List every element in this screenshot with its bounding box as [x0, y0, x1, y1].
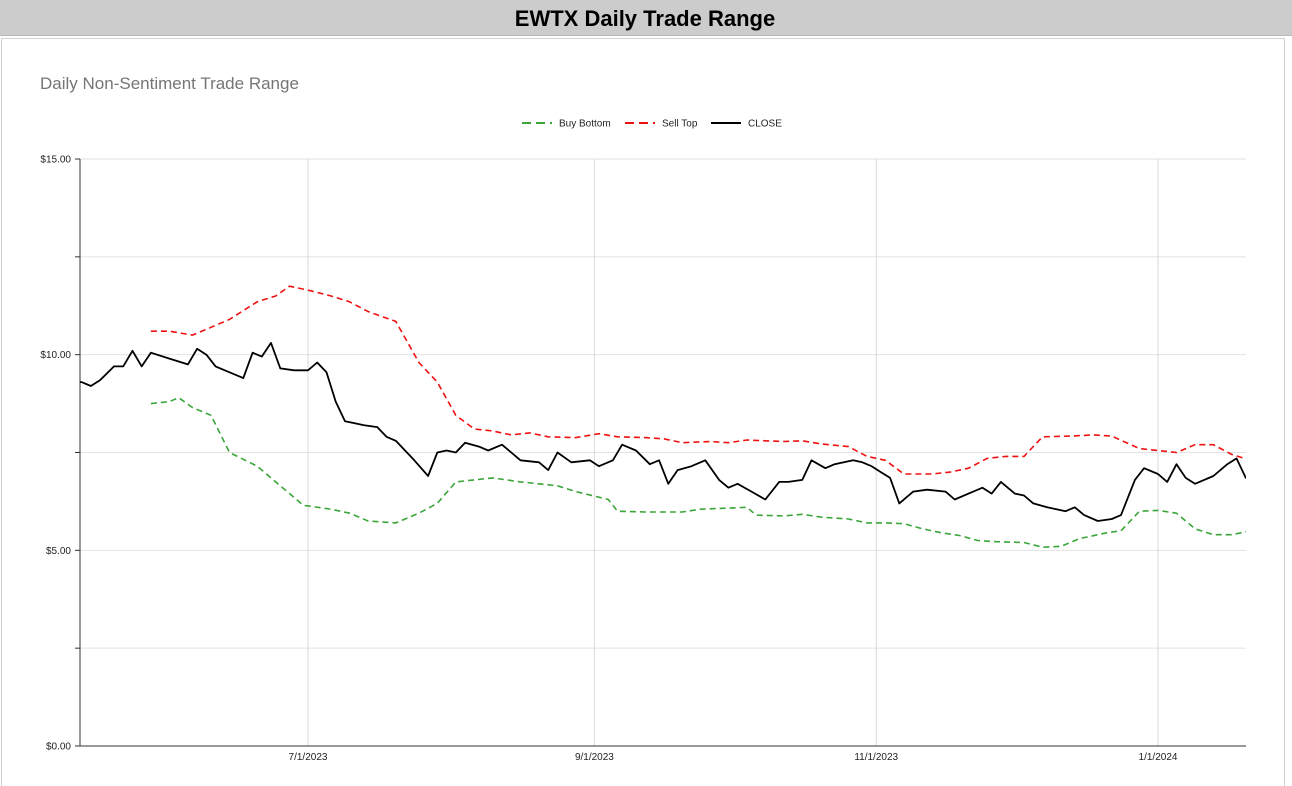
- x-tick-label: 11/1/2023: [854, 752, 898, 763]
- y-tick-label: $5.00: [46, 546, 71, 557]
- series-line-sell-top: [150, 285, 1246, 475]
- title-bar: EWTX Daily Trade Range: [0, 0, 1292, 36]
- series-line-close: [80, 342, 1246, 522]
- chart-panel: [1, 38, 1285, 786]
- legend-label: Sell Top: [662, 119, 698, 130]
- chart-title: Daily Non-Sentiment Trade Range: [40, 74, 299, 93]
- legend-label: Buy Bottom: [559, 119, 611, 130]
- x-tick-label: 7/1/2023: [289, 752, 328, 763]
- series-lines: [80, 285, 1246, 548]
- page-title: EWTX Daily Trade Range: [514, 6, 776, 31]
- x-tick-label: 1/1/2024: [1139, 752, 1178, 763]
- y-tick-label: $15.00: [40, 155, 71, 166]
- y-tick-label: $10.00: [40, 350, 71, 361]
- axes: $0.00 $5.00 $10.00 $15.00 7/1/2023 9/1/2023 11…: [40, 155, 1246, 763]
- legend: Buy Bottom Sell Top CLOSE: [522, 119, 782, 130]
- series-line-buy-bottom: [150, 396, 1246, 548]
- x-tick-label: 9/1/2023: [575, 752, 614, 763]
- legend-label: CLOSE: [748, 119, 782, 130]
- y-tick-label: $0.00: [46, 742, 71, 753]
- grid: [80, 158, 1246, 747]
